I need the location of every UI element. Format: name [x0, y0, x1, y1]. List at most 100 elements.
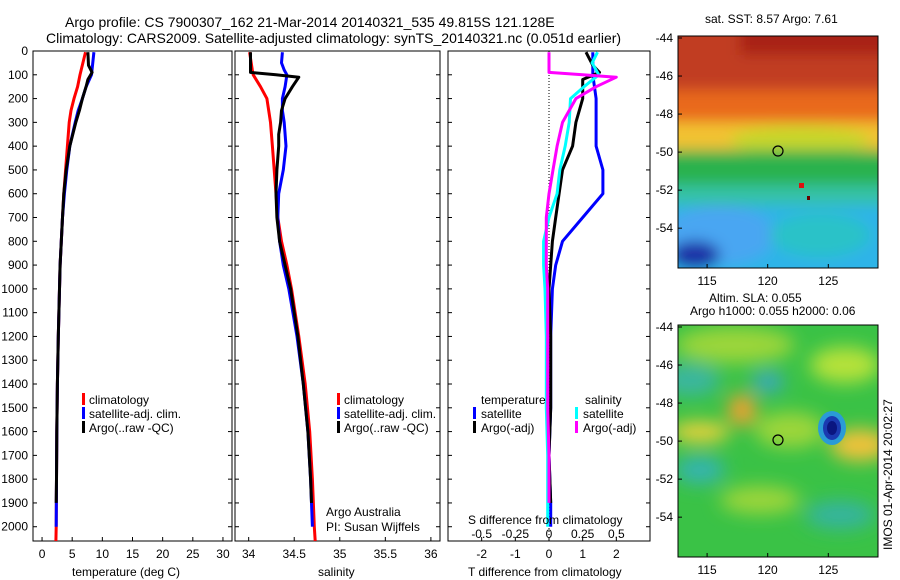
x-tick-label: 34.5	[283, 547, 307, 561]
temperature-x-axis: 0 5 10 15 20 25 30	[39, 537, 230, 561]
legend-label-satellite: satellite-adj. clim.	[89, 407, 181, 421]
depth-tick-label: 200	[8, 92, 28, 106]
depth-tick-label: 500	[8, 163, 28, 177]
sla-map-latitude-axis: -44 -46 -48 -50 -52 -54	[656, 320, 682, 524]
depth-tick-label: 1100	[2, 306, 28, 320]
x-tick-label: 5	[69, 547, 76, 561]
map-latitude-tick: -44	[656, 31, 674, 45]
x-tick-label: 34	[242, 547, 256, 561]
map-latitude-tick: -54	[656, 510, 674, 524]
legend-swatch-t-argo	[473, 421, 476, 433]
argo-location-marker	[772, 145, 784, 157]
x-tick-label: 1	[579, 547, 586, 561]
legend-swatch-argo	[337, 421, 340, 433]
x-tick-label: 25	[186, 547, 200, 561]
difference-series	[542, 51, 618, 527]
map-longitude-tick: 120	[758, 274, 778, 288]
depth-tick-label: 900	[8, 258, 28, 272]
legend-swatch-climatology	[82, 393, 85, 405]
legend-label-s-argo: Argo(-adj)	[583, 421, 636, 435]
sla-map-title-2: Argo h1000: 0.055 h2000: 0.06	[690, 304, 856, 318]
map-latitude-tick: -52	[656, 472, 674, 486]
legend-label-climatology: climatology	[344, 393, 404, 407]
legend-swatch-s-argo	[575, 421, 578, 433]
map-longitude-tick: 115	[698, 563, 717, 577]
s-x-tick-label: -0.5	[471, 527, 492, 541]
legend-label-s-satellite: satellite	[583, 407, 624, 421]
series-line-argo-raw-qc-	[54, 52, 94, 503]
x-tick-label: 36	[424, 547, 438, 561]
map-latitude-tick: -54	[656, 221, 674, 235]
salinity-legend: climatology satellite-adj. clim. Argo(..…	[337, 393, 436, 435]
salinity-series	[248, 51, 317, 542]
map-longitude-tick: 120	[758, 563, 778, 577]
map-longitude-tick: 125	[818, 563, 838, 577]
legend-heading-salinity: salinity	[585, 393, 622, 407]
x-tick-label: 10	[96, 547, 110, 561]
map-latitude-tick: -50	[656, 434, 674, 448]
depth-tick-label: 100	[8, 68, 28, 82]
series-line-temperature-argo-adj-	[547, 51, 601, 503]
title-line-1: Argo profile: CS 7900307_162 21-Mar-2014…	[65, 14, 555, 30]
title-line-2: Climatology: CARS2009. Satellite-adjuste…	[46, 30, 621, 46]
map-longitude-tick: 125	[818, 274, 838, 288]
temperature-legend: climatology satellite-adj. clim. Argo(..…	[82, 393, 181, 435]
temperature-series	[54, 51, 96, 542]
s-x-tick-label: 0	[546, 527, 553, 541]
depth-tick-label: 1800	[1, 472, 28, 486]
s-difference-axis-label: S difference from climatology	[468, 513, 623, 527]
map-latitude-tick: -48	[656, 107, 674, 121]
legend-swatch-satellite	[337, 407, 340, 419]
legend-label-t-satellite: satellite	[481, 407, 522, 421]
map-latitude-tick: -46	[656, 358, 674, 372]
depth-tick-label: 1600	[1, 425, 28, 439]
legend-heading-temperature: temperature	[481, 393, 546, 407]
annotation-line-2: PI: Susan Wijffels	[326, 520, 420, 534]
legend-swatch-climatology	[337, 393, 340, 405]
depth-tick-label: 1000	[1, 282, 28, 296]
depth-tick-label: 0	[21, 44, 28, 58]
argo-location-marker	[772, 434, 784, 446]
footer-timestamp: IMOS 01-Apr-2014 20:02:27	[881, 399, 895, 550]
depth-tick-label: 800	[8, 234, 28, 248]
sla-field	[678, 325, 878, 557]
depth-tick-label: 1200	[1, 329, 28, 343]
x-tick-label: -2	[476, 547, 487, 561]
s-x-tick-label: 0.5	[608, 527, 625, 541]
x-tick-label: 35.5	[374, 547, 398, 561]
x-tick-label: 35	[333, 547, 347, 561]
legend-label-satellite: satellite-adj. clim.	[344, 407, 436, 421]
depth-tick-label: 300	[8, 115, 28, 129]
map-latitude-tick: -52	[656, 183, 674, 197]
depth-tick-label: 1300	[1, 353, 28, 367]
legend-label-climatology: climatology	[89, 393, 149, 407]
depth-axis: 0 100 200 300 400 500 600 700 800 900 1000 1100 1200…	[1, 44, 650, 534]
t-difference-axis-label: T difference from climatology	[468, 565, 622, 579]
s-x-tick-label: 0.25	[571, 527, 595, 541]
legend-swatch-argo	[82, 421, 85, 433]
map-latitude-tick: -46	[656, 69, 674, 83]
salinity-panel-frame	[234, 50, 441, 542]
map-latitude-tick: -50	[656, 145, 674, 159]
x-tick-label: -1	[510, 547, 521, 561]
difference-s-axis: -0.5 -0.25 0 0.25 0.5	[471, 527, 625, 541]
depth-tick-label: 1900	[1, 496, 28, 510]
legend-swatch-t-satellite	[473, 407, 476, 419]
sla-map-title-1: Altim. SLA: 0.055	[709, 291, 802, 305]
sst-map-latitude-axis: -44 -46 -48 -50 -52 -54	[656, 31, 682, 235]
depth-tick-label: 1500	[1, 401, 28, 415]
x-tick-label: 0	[39, 547, 46, 561]
depth-tick-label: 1400	[1, 377, 28, 391]
sla-map: -44 -46 -48 -50 -52 -54 115 120 125	[656, 320, 879, 577]
legend-swatch-satellite	[82, 407, 85, 419]
series-line-climatology	[248, 51, 317, 542]
sst-map: -44 -46 -48 -50 -52 -54 115 120 125	[656, 31, 879, 288]
series-line-argo-raw-qc-	[249, 52, 313, 503]
depth-tick-label: 700	[8, 211, 28, 225]
x-tick-label: 2	[613, 547, 620, 561]
map-longitude-tick: 115	[698, 274, 717, 288]
depth-tick-label: 600	[8, 187, 28, 201]
legend-label-t-argo: Argo(-adj)	[481, 421, 534, 435]
legend-swatch-s-satellite	[575, 407, 578, 419]
